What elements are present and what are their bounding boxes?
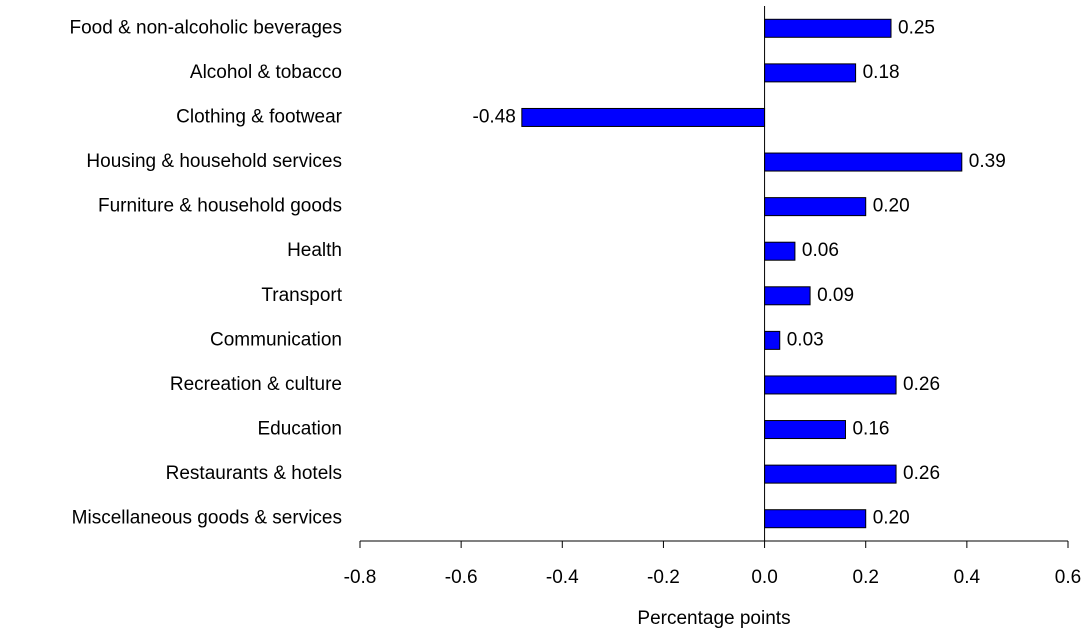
value-label: 0.06 xyxy=(802,240,839,261)
y-tick-label: Housing & household services xyxy=(86,151,342,172)
value-label: 0.18 xyxy=(863,62,900,83)
value-label: 0.20 xyxy=(873,196,910,217)
y-tick-label: Health xyxy=(287,240,342,261)
bar xyxy=(764,241,796,261)
bar xyxy=(764,420,846,440)
y-tick-label: Restaurants & hotels xyxy=(166,463,342,484)
bar xyxy=(764,18,892,38)
x-tick-label: -0.6 xyxy=(445,567,478,588)
value-label: -0.48 xyxy=(473,106,516,127)
y-tick-label: Communication xyxy=(210,329,342,350)
bar xyxy=(521,107,766,127)
bar xyxy=(764,464,897,484)
bar xyxy=(764,330,781,350)
bar xyxy=(764,197,867,217)
y-tick-label: Furniture & household goods xyxy=(98,196,342,217)
value-label: 0.09 xyxy=(817,285,854,306)
x-axis-title: Percentage points xyxy=(637,608,790,629)
y-tick-label: Alcohol & tobacco xyxy=(190,62,342,83)
value-label: 0.16 xyxy=(852,419,889,440)
value-label: 0.39 xyxy=(969,151,1006,172)
x-tick-label: 0.6 xyxy=(1055,567,1081,588)
bar xyxy=(764,152,963,172)
x-tick-label: 0.0 xyxy=(751,567,777,588)
value-label: 0.26 xyxy=(903,463,940,484)
value-label: 0.26 xyxy=(903,374,940,395)
bar xyxy=(764,375,897,395)
y-tick-label: Transport xyxy=(261,285,342,306)
y-tick-label: Food & non-alcoholic beverages xyxy=(69,17,342,38)
value-label: 0.20 xyxy=(873,508,910,529)
x-tick-label: 0.2 xyxy=(853,567,879,588)
y-tick-label: Clothing & footwear xyxy=(176,106,342,127)
x-tick-label: -0.4 xyxy=(546,567,579,588)
bar xyxy=(764,63,857,83)
x-tick-label: -0.8 xyxy=(344,567,377,588)
x-tick-label: 0.4 xyxy=(954,567,981,588)
y-tick-label: Education xyxy=(257,419,342,440)
value-label: 0.25 xyxy=(898,17,935,38)
y-tick-label: Recreation & culture xyxy=(170,374,342,395)
bar xyxy=(764,509,867,529)
bar xyxy=(764,286,811,306)
value-label: 0.03 xyxy=(787,329,824,350)
x-tick-label: -0.2 xyxy=(647,567,680,588)
y-tick-label: Miscellaneous goods & services xyxy=(72,508,342,529)
